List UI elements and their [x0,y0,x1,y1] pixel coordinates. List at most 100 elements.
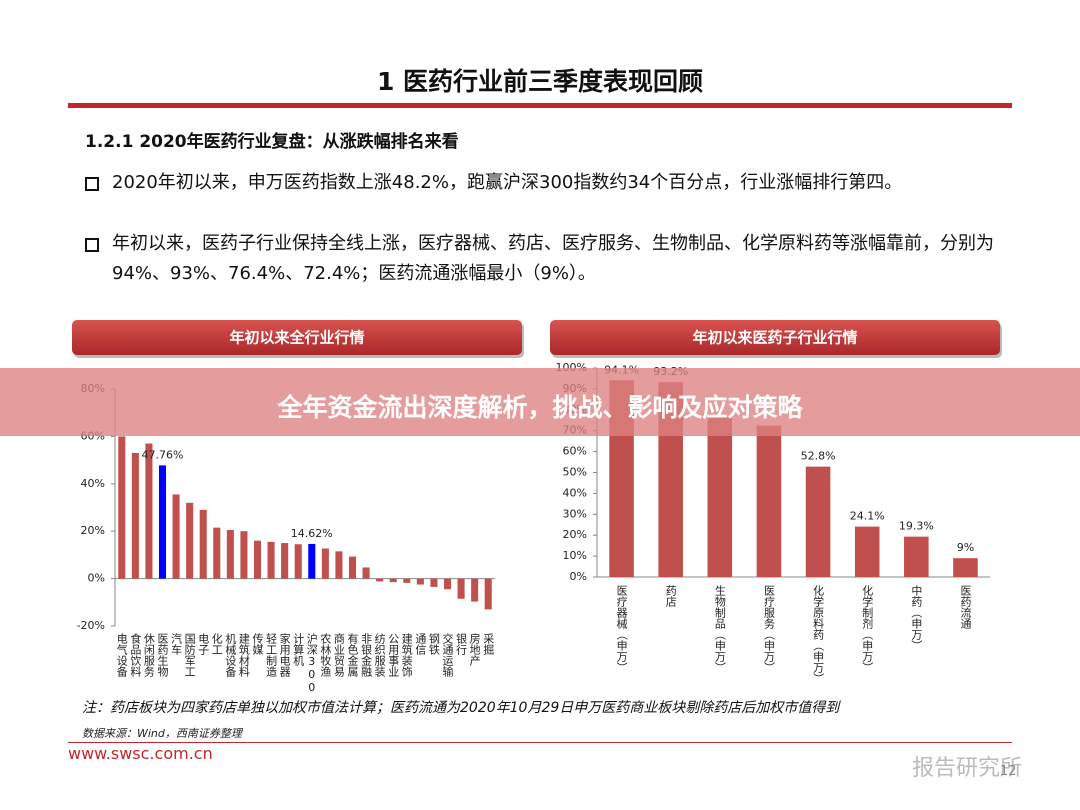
value-label: 52.8% [801,450,836,463]
subtitle: 1.2.1 2020年医药行业复盘：从涨跌幅排名来看 [85,132,459,152]
chart-title: 年初以来医药子行业行情 [692,329,857,347]
x-tick-label: 家用电器 [278,632,291,678]
x-tick-label: 机械设备 [224,632,237,678]
x-tick-label: 食品饮料 [129,632,142,678]
x-tick-label: 商业贸易 [332,632,345,678]
y-tick-label: 20% [563,528,587,541]
bar [376,578,384,582]
x-tick-label: 汽车 [170,632,183,656]
bar [213,527,221,579]
bar [226,530,234,579]
value-label: 9% [957,541,974,554]
bar [756,425,782,577]
bar [118,436,126,579]
chart-title: 年初以来全行业行情 [229,329,364,347]
x-tick-label: 轻工制造 [265,632,278,677]
x-tick-label: 休闲服务 [142,633,155,677]
y-tick-label: 0% [88,572,105,585]
bar [158,465,167,579]
bar [145,443,153,579]
bar [348,556,357,579]
x-tick-label: 钢铁 [427,633,440,655]
x-tick-label: 有色金属 [346,632,359,678]
x-tick-label: 建筑材料 [237,632,250,678]
value-label: 14.62% [291,527,333,540]
bar [186,502,194,579]
bar [471,578,479,602]
value-label: 19.3% [899,520,934,533]
bar [294,544,302,579]
x-tick-label: 交通运输 [441,632,454,678]
x-tick-label: 电气设备 [115,633,128,678]
bar [805,466,831,577]
x-tick-label: 非银金融 [360,633,373,678]
overlay-band [0,368,1080,436]
watermark: 报告研究所 [912,756,1023,781]
y-tick-label: 0% [570,570,587,583]
x-tick-label: 医疗器械（申万） [615,585,628,673]
x-tick-label: 电子 [197,633,210,655]
bar [457,578,465,599]
source: 数据来源：Wind，西南证券整理 [82,727,242,740]
bar [131,452,139,579]
y-tick-label: 30% [563,507,587,520]
x-tick-label: 公用事业 [387,633,400,677]
x-tick-label: 化工 [210,632,223,655]
x-tick-label: 生物制品（申万） [713,584,726,673]
bar [253,540,262,579]
bar [707,417,733,577]
overlay-title: 全年资金流出深度解析，挑战、影响及应对策略 [277,393,803,422]
bar [953,558,978,577]
bar [403,578,411,583]
x-tick-label: 医药生物 [156,633,169,677]
note: 注：药店板块为四家药店单独以加权市值法计算；医药流通为2020年10月29日申万… [82,700,840,716]
y-tick-label: 60% [563,445,587,458]
chart-banner [550,320,1000,355]
title-rule [68,103,1012,108]
x-tick-label: 传媒 [251,633,264,656]
value-label: 47.76% [142,448,184,461]
bar [443,578,452,590]
x-tick-label: 通信 [414,633,427,656]
y-tick-label: 10% [563,549,587,562]
bar [267,541,275,579]
x-tick-label: 沪深300 [305,632,318,694]
bar [199,509,207,579]
bar [362,567,370,579]
x-tick-label: 农林牧渔 [319,632,332,678]
slide-title: 1 医药行业前三季度表现回顾 [376,67,704,96]
y-tick-label: 20% [81,524,105,537]
x-tick-label: 药店 [664,585,677,607]
footer-rule [68,742,1012,743]
bar [335,551,343,579]
url: www.swsc.com.cn [68,744,213,763]
bar [240,531,248,579]
bullet: 2020年初以来，申万医药指数上涨48.2%，跑赢沪深300指数约34个百分点，… [85,168,997,198]
chart-banner [72,320,522,355]
x-tick-label: 采掘 [482,633,495,656]
y-tick-label: -20% [77,619,105,632]
page-number: 12 [1000,764,1017,779]
x-tick-label: 医疗服务（申万） [762,585,775,673]
bar [308,543,316,579]
y-tick-label: 40% [563,486,587,499]
y-tick-label: 50% [563,466,587,479]
x-tick-label: 国防军工 [183,633,196,677]
bar [904,536,929,577]
x-tick-label: 房地产 [468,633,481,667]
bar [416,578,424,585]
bar [172,494,180,579]
bar [389,578,397,583]
value-label: 24.1% [850,510,885,523]
bar [281,543,289,579]
bar [484,578,492,610]
bar [321,548,329,579]
x-tick-label: 建筑装饰 [400,632,413,677]
x-tick-label: 中药（申万） [910,585,923,651]
y-tick-label: 40% [81,477,105,490]
x-tick-label: 银行 [455,632,468,656]
bar [430,578,438,587]
x-tick-label: 化学原料药（申万） [812,584,825,684]
bullet: 年初以来，医药子行业保持全线上涨，医疗器械、药店、医疗服务、生物制品、化学原料药… [85,229,997,289]
